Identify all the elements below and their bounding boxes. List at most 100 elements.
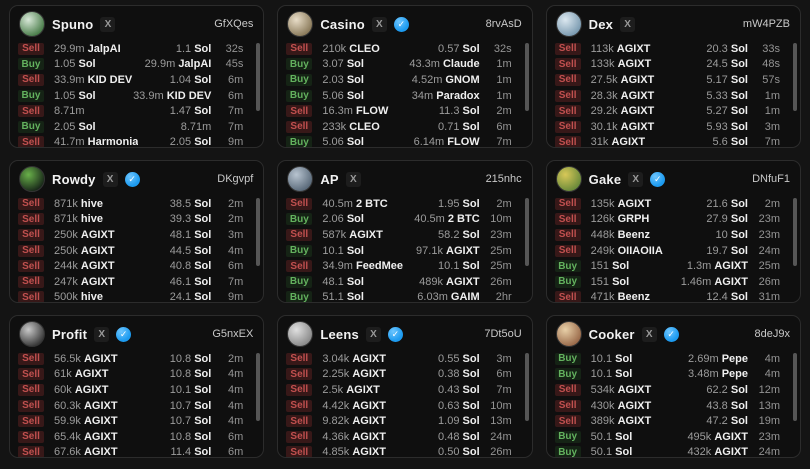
trade-row[interactable]: Sell 250k AGIXT 44.5 Sol 4m	[10, 243, 263, 259]
trade-row[interactable]: Sell 4.85k AGIXT 0.50 Sol 26m	[278, 445, 531, 457]
scrollbar-thumb[interactable]	[256, 353, 261, 421]
trade-row[interactable]: Sell 534k AGIXT 62.2 Sol 12m	[547, 382, 800, 398]
trade-row[interactable]: Buy 3.07 Sol 43.3m Claude 1m	[278, 57, 531, 73]
trade-row[interactable]: Buy 48.1 Sol 489k AGIXT 26m	[278, 274, 531, 290]
trade-row[interactable]: Sell 2.5k AGIXT 0.43 Sol 7m	[278, 382, 531, 398]
trade-row[interactable]: Sell 448k Beenz 10 Sol 23m	[547, 227, 800, 243]
trade-row[interactable]: Buy 10.1 Sol 97.1k AGIXT 25m	[278, 243, 531, 259]
trade-row[interactable]: Sell 500k hive 24.1 Sol 9m	[10, 290, 263, 302]
x-twitter-icon[interactable]: X	[371, 16, 387, 32]
scrollbar-thumb[interactable]	[792, 43, 797, 111]
x-twitter-icon[interactable]: X	[365, 326, 381, 342]
trade-row[interactable]: Sell 60.3k AGIXT 10.7 Sol 4m	[10, 398, 263, 414]
trader-avatar[interactable]	[19, 11, 45, 37]
scrollbar-thumb[interactable]	[524, 43, 529, 111]
trade-row[interactable]: Sell 29.2k AGIXT 5.27 Sol 1m	[547, 103, 800, 119]
trade-row[interactable]: Buy 2.05 Sol 8.71m 7m	[10, 119, 263, 135]
trade-row[interactable]: Sell 8.71m 1.47 Sol 7m	[10, 103, 263, 119]
wallet-address[interactable]: DKgvpf	[217, 173, 254, 185]
trade-in: 6.03m GAIM	[417, 291, 480, 303]
trader-avatar[interactable]	[287, 321, 314, 347]
trade-row[interactable]: Sell 28.3k AGIXT 5.33 Sol 1m	[547, 88, 800, 104]
x-twitter-icon[interactable]: X	[628, 171, 644, 187]
trader-avatar[interactable]	[19, 321, 45, 347]
trade-row[interactable]: Buy 51.1 Sol 6.03m GAIM 2hr	[278, 290, 531, 303]
scrollbar-thumb[interactable]	[792, 198, 797, 266]
trade-row[interactable]: Buy 50.1 Sol 432k AGIXT 24m	[547, 445, 800, 457]
trade-row[interactable]: Sell 29.9m JalpAI 1.1 Sol 32s	[10, 41, 263, 57]
scrollbar-thumb[interactable]	[792, 353, 797, 421]
trade-row[interactable]: Buy 5.06 Sol 6.14m FLOW 7m	[278, 135, 531, 147]
scrollbar-thumb[interactable]	[256, 198, 261, 266]
trade-row[interactable]: Sell 210k CLEO 0.57 Sol 32s	[278, 41, 531, 57]
trade-row[interactable]: Sell 33.9m KID DEV 1.04 Sol 6m	[10, 72, 263, 88]
trader-avatar[interactable]	[287, 11, 314, 37]
trade-row[interactable]: Sell 471k Beenz 12.4 Sol 31m	[547, 290, 800, 302]
trade-row[interactable]: Buy 5.06 Sol 34m Paradox 1m	[278, 88, 531, 104]
x-twitter-icon[interactable]: X	[94, 326, 110, 342]
trade-row[interactable]: Buy 1.05 Sol 29.9m JalpAI 45s	[10, 57, 263, 73]
trade-row[interactable]: Sell 16.3m FLOW 11.3 Sol 2m	[278, 103, 531, 119]
trade-row[interactable]: Sell 34.9m FeedMee 10.1 Sol 25m	[278, 258, 531, 274]
trade-row[interactable]: Sell 247k AGIXT 46.1 Sol 7m	[10, 274, 263, 290]
scrollbar-thumb[interactable]	[524, 353, 529, 421]
trade-row[interactable]: Sell 4.42k AGIXT 0.63 Sol 10m	[278, 398, 531, 414]
trade-row[interactable]: Sell 3.04k AGIXT 0.55 Sol 3m	[278, 351, 531, 367]
trade-row[interactable]: Buy 2.06 Sol 40.5m 2 BTC 10m	[278, 212, 531, 228]
trade-row[interactable]: Buy 151 Sol 1.3m AGIXT 25m	[547, 258, 800, 274]
trade-row[interactable]: Sell 133k AGIXT 24.5 Sol 48s	[547, 57, 800, 73]
wallet-address[interactable]: G5nxEX	[212, 328, 254, 340]
trade-row[interactable]: Buy 10.1 Sol 3.48m Pepe 4m	[547, 367, 800, 383]
trade-row[interactable]: Sell 233k CLEO 0.71 Sol 6m	[278, 119, 531, 135]
x-twitter-icon[interactable]: X	[102, 171, 118, 187]
wallet-address[interactable]: GfXQes	[214, 18, 254, 30]
wallet-address[interactable]: 215nhc	[485, 173, 522, 185]
trade-row[interactable]: Sell 27.5k AGIXT 5.17 Sol 57s	[547, 72, 800, 88]
trader-avatar[interactable]	[19, 166, 45, 192]
trader-avatar[interactable]	[555, 166, 582, 192]
wallet-address[interactable]: 8deJ9x	[754, 328, 790, 340]
wallet-address[interactable]: DNfuF1	[752, 173, 790, 185]
trader-avatar[interactable]	[555, 11, 582, 37]
trade-row[interactable]: Sell 31k AGIXT 5.6 Sol 7m	[547, 135, 800, 147]
trade-row[interactable]: Sell 430k AGIXT 43.8 Sol 13m	[547, 398, 800, 414]
trade-row[interactable]: Sell 56.5k AGIXT 10.8 Sol 2m	[10, 351, 263, 367]
trader-avatar[interactable]	[287, 166, 314, 192]
trade-row[interactable]: Sell 40.5m 2 BTC 1.95 Sol 2m	[278, 196, 531, 212]
trade-row[interactable]: Sell 389k AGIXT 47.2 Sol 19m	[547, 413, 800, 429]
trade-row[interactable]: Sell 871k hive 38.5 Sol 2m	[10, 196, 263, 212]
trade-row[interactable]: Buy 2.03 Sol 4.52m GNOM 1m	[278, 72, 531, 88]
trade-row[interactable]: Sell 41.7m Harmonia 2.05 Sol 9m	[10, 135, 263, 147]
trade-row[interactable]: Sell 244k AGIXT 40.8 Sol 6m	[10, 258, 263, 274]
trade-row[interactable]: Sell 135k AGIXT 21.6 Sol 2m	[547, 196, 800, 212]
trade-row[interactable]: Sell 587k AGIXT 58.2 Sol 23m	[278, 227, 531, 243]
trade-row[interactable]: Sell 4.36k AGIXT 0.48 Sol 24m	[278, 429, 531, 445]
wallet-address[interactable]: mW4PZB	[742, 18, 790, 30]
trade-row[interactable]: Sell 60k AGIXT 10.1 Sol 4m	[10, 382, 263, 398]
trade-row[interactable]: Buy 1.05 Sol 33.9m KID DEV 6m	[10, 88, 263, 104]
x-twitter-icon[interactable]: X	[100, 16, 116, 32]
trade-row[interactable]: Sell 126k GRPH 27.9 Sol 23m	[547, 212, 800, 228]
trade-row[interactable]: Sell 59.9k AGIXT 10.7 Sol 4m	[10, 413, 263, 429]
trade-row[interactable]: Sell 250k AGIXT 48.1 Sol 3m	[10, 227, 263, 243]
trade-row[interactable]: Sell 9.82k AGIXT 1.09 Sol 13m	[278, 413, 531, 429]
trade-row[interactable]: Sell 67.6k AGIXT 11.4 Sol 6m	[10, 445, 263, 457]
trade-row[interactable]: Buy 151 Sol 1.46m AGIXT 26m	[547, 274, 800, 290]
trade-row[interactable]: Sell 65.4k AGIXT 10.8 Sol 6m	[10, 429, 263, 445]
x-twitter-icon[interactable]: X	[641, 326, 657, 342]
trade-row[interactable]: Sell 30.1k AGIXT 5.93 Sol 3m	[547, 119, 800, 135]
trade-row[interactable]: Buy 50.1 Sol 495k AGIXT 23m	[547, 429, 800, 445]
wallet-address[interactable]: 8rvAsD	[485, 18, 522, 30]
x-twitter-icon[interactable]: X	[345, 171, 361, 187]
trade-row[interactable]: Sell 871k hive 39.3 Sol 2m	[10, 212, 263, 228]
scrollbar-thumb[interactable]	[524, 198, 529, 266]
wallet-address[interactable]: 7Dt5oU	[484, 328, 522, 340]
trader-avatar[interactable]	[555, 321, 582, 347]
trade-row[interactable]: Sell 61k AGIXT 10.8 Sol 4m	[10, 367, 263, 383]
trade-row[interactable]: Sell 113k AGIXT 20.3 Sol 33s	[547, 41, 800, 57]
trade-row[interactable]: Sell 2.25k AGIXT 0.38 Sol 6m	[278, 367, 531, 383]
scrollbar-thumb[interactable]	[256, 43, 261, 111]
trade-row[interactable]: Buy 10.1 Sol 2.69m Pepe 4m	[547, 351, 800, 367]
x-twitter-icon[interactable]: X	[620, 16, 636, 32]
trade-row[interactable]: Sell 249k OIIAOIIA 19.7 Sol 24m	[547, 243, 800, 259]
